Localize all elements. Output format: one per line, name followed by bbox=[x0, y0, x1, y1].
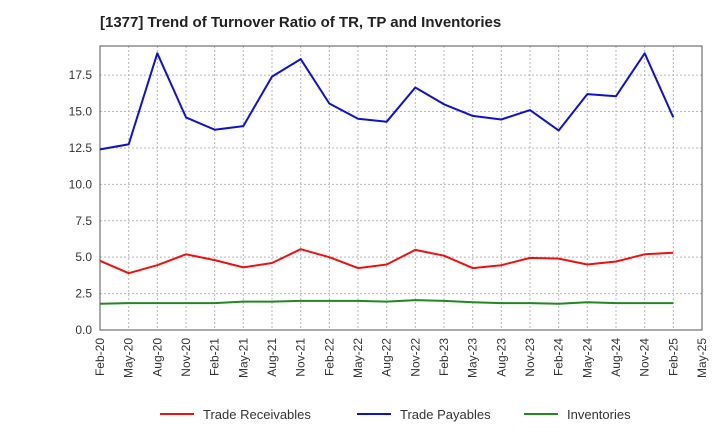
series-line-inventories bbox=[99, 299, 674, 305]
x-tick-label: Aug-24 bbox=[609, 338, 623, 377]
x-tick-label: Nov-20 bbox=[179, 338, 193, 377]
y-tick-label: 12.5 bbox=[69, 141, 93, 155]
x-tick-label: May-24 bbox=[580, 338, 594, 378]
y-tick-label: 0.0 bbox=[75, 323, 92, 337]
y-tick-label: 7.5 bbox=[75, 214, 92, 228]
series-line-trade-payables bbox=[99, 52, 675, 151]
y-tick-label: 5.0 bbox=[75, 250, 92, 264]
y-tick-label: 15.0 bbox=[69, 105, 93, 119]
x-tick-label: Feb-25 bbox=[666, 338, 680, 376]
x-tick-label: Nov-22 bbox=[408, 338, 422, 377]
x-tick-label: Feb-20 bbox=[93, 338, 107, 376]
legend-label: Inventories bbox=[567, 407, 631, 422]
x-tick-label: Feb-22 bbox=[322, 338, 336, 376]
x-tick-label: Feb-23 bbox=[437, 338, 451, 376]
y-tick-label: 2.5 bbox=[75, 287, 92, 301]
legend-label: Trade Payables bbox=[400, 407, 491, 422]
series-line-trade-receivables bbox=[99, 248, 674, 275]
x-tick-label: May-23 bbox=[466, 338, 480, 378]
x-tick-label: Nov-21 bbox=[294, 338, 308, 377]
y-tick-label: 17.5 bbox=[69, 68, 93, 82]
x-tick-label: May-22 bbox=[351, 338, 365, 378]
x-tick-label: May-20 bbox=[122, 338, 136, 378]
x-tick-label: Aug-22 bbox=[380, 338, 394, 377]
x-tick-label: Nov-24 bbox=[638, 338, 652, 377]
legend-label: Trade Receivables bbox=[203, 407, 311, 422]
chart-title: [1377] Trend of Turnover Ratio of TR, TP… bbox=[100, 14, 502, 31]
y-tick-label: 10.0 bbox=[69, 177, 93, 191]
x-tick-label: May-21 bbox=[236, 338, 250, 378]
x-tick-label: Aug-20 bbox=[150, 338, 164, 377]
x-tick-label: Aug-23 bbox=[494, 338, 508, 377]
x-tick-label: Feb-24 bbox=[552, 338, 566, 376]
x-tick-label: Nov-23 bbox=[523, 338, 537, 377]
plot-frame bbox=[99, 45, 703, 331]
x-tick-label: May-25 bbox=[695, 338, 709, 378]
x-tick-label: Feb-21 bbox=[208, 338, 222, 376]
x-tick-label: Aug-21 bbox=[265, 338, 279, 377]
